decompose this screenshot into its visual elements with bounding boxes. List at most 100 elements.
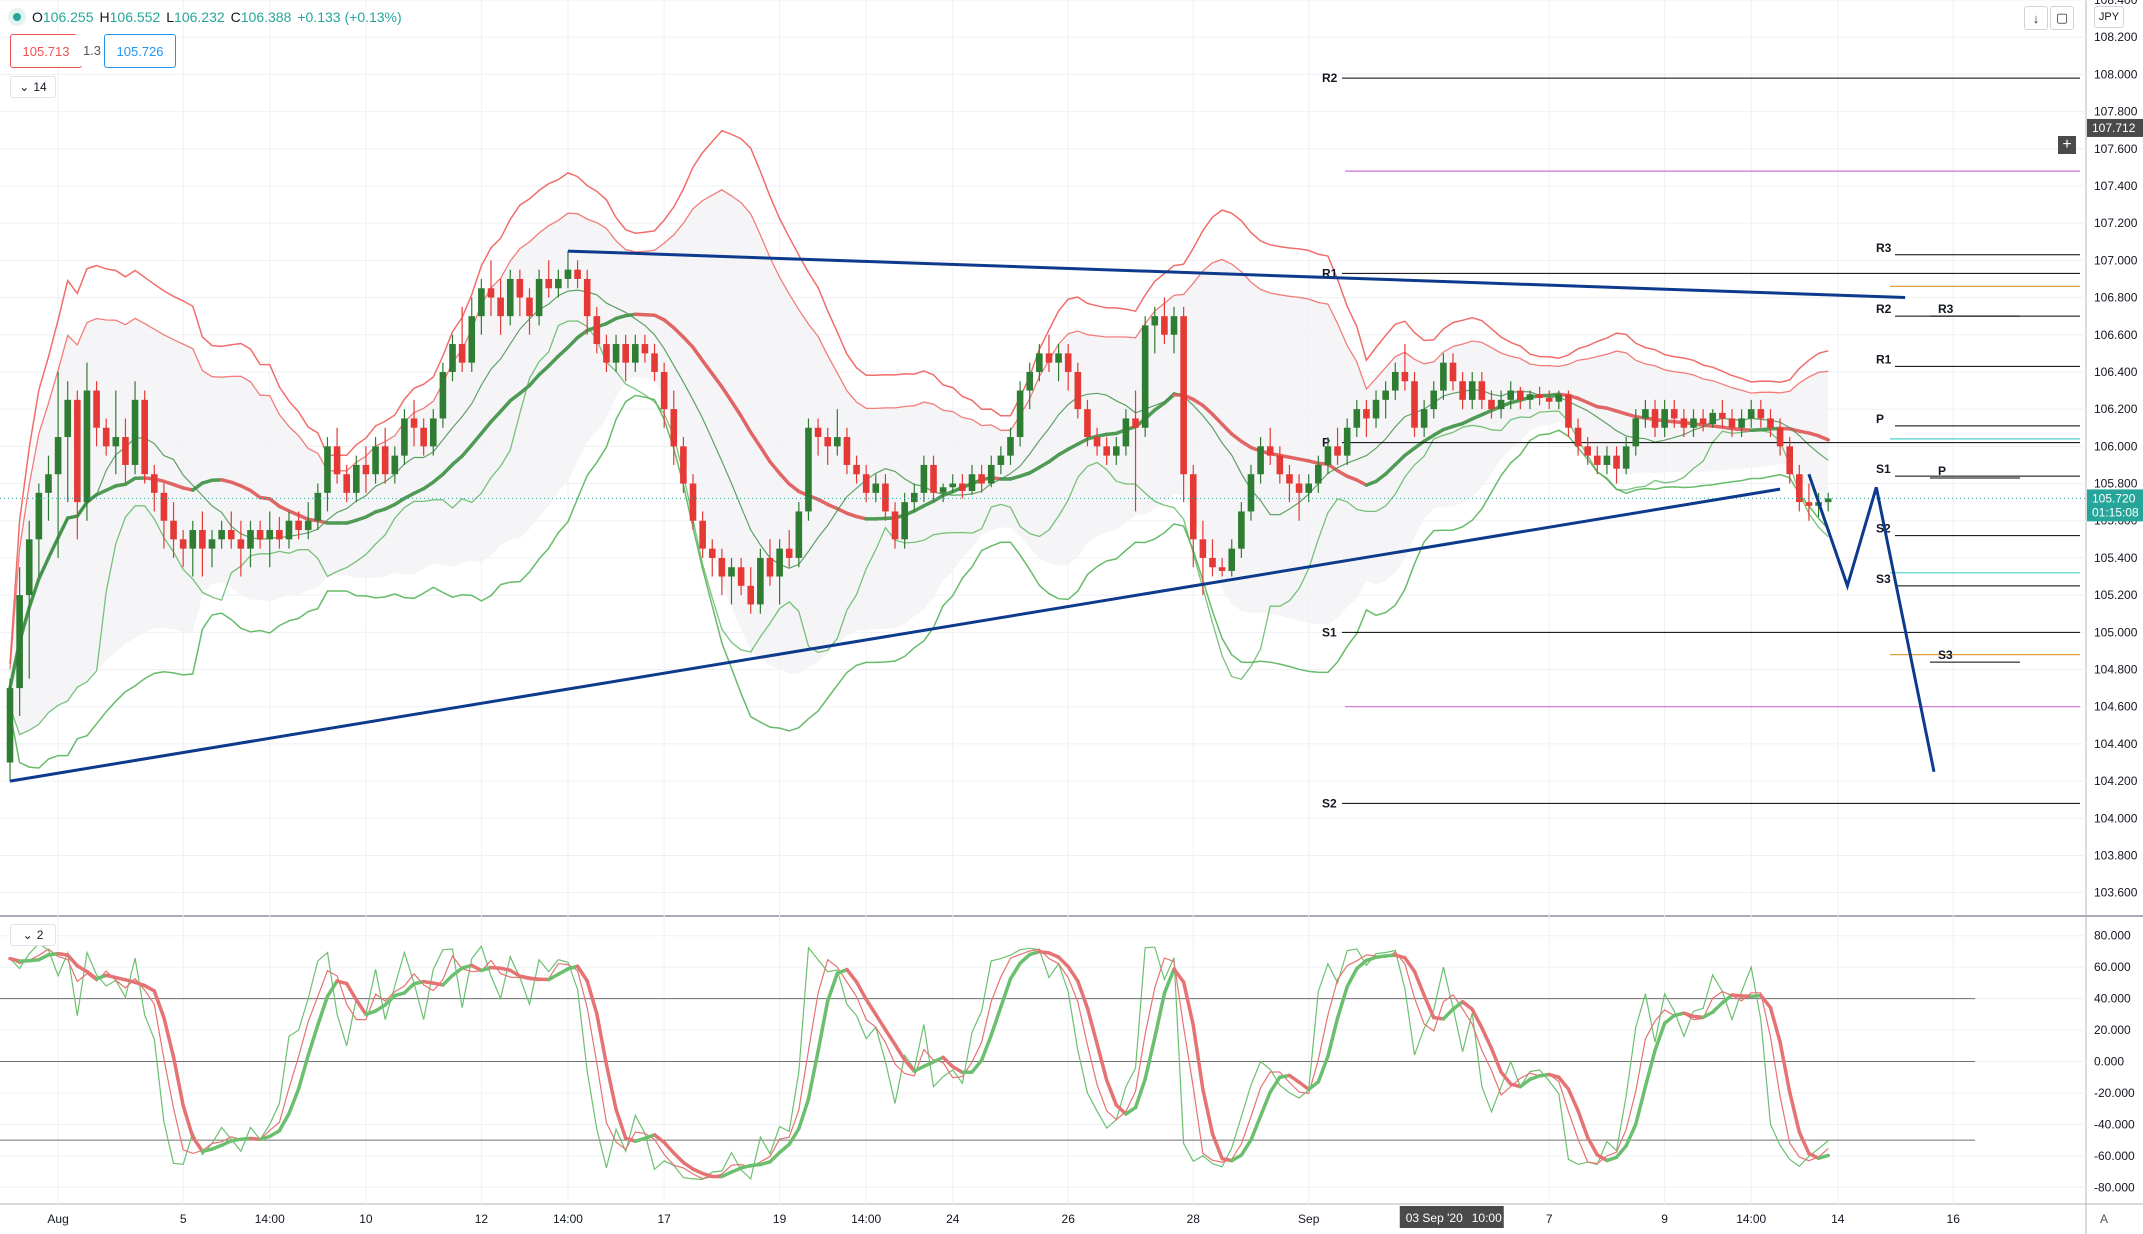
- candle-body: [1670, 409, 1678, 419]
- price-tick-label: 104.000: [2094, 811, 2138, 825]
- pivot-label: S1: [1876, 462, 1891, 476]
- oscillator-smooth: [1249, 1114, 1263, 1142]
- add-level-icon[interactable]: +: [2058, 136, 2076, 154]
- band-basis: [662, 318, 676, 330]
- oscillator-smooth: [1229, 1153, 1244, 1163]
- candle-body: [497, 297, 504, 317]
- candle-body: [324, 446, 331, 493]
- oscillator-smooth: [691, 1167, 705, 1176]
- candle: [882, 474, 889, 521]
- candle: [939, 483, 947, 503]
- candle-body: [276, 530, 283, 540]
- candle-body: [862, 474, 870, 493]
- currency-label[interactable]: JPY: [2094, 6, 2124, 28]
- oscillator-smooth: [1172, 967, 1186, 984]
- oscillator-smooth: [883, 1027, 897, 1047]
- sell-price-button[interactable]: 105.713: [10, 34, 82, 68]
- candle-body: [381, 446, 389, 475]
- crosshair-time-label: [1399, 1206, 1504, 1228]
- candle-body: [1113, 446, 1120, 456]
- candle-body: [1122, 418, 1130, 447]
- candle-body: [35, 492, 43, 540]
- oscillator-pane-collapse-button[interactable]: ⌄ 2: [10, 924, 56, 946]
- oscillator-smooth: [1133, 1077, 1147, 1110]
- price-tick-label: 105.000: [2094, 625, 2138, 639]
- candle: [862, 464, 870, 503]
- candle: [1565, 390, 1572, 438]
- candle: [1622, 437, 1630, 475]
- price-marker: [2087, 489, 2143, 508]
- candle: [1420, 399, 1428, 438]
- bollinger-bands: [8, 129, 1830, 769]
- buy-price-button[interactable]: 105.726: [104, 34, 176, 68]
- band-basis: [566, 335, 580, 350]
- candle: [1372, 390, 1380, 428]
- candle-body: [516, 278, 524, 298]
- auto-scale-icon[interactable]: A: [2100, 1212, 2109, 1226]
- candle: [506, 269, 514, 326]
- candle-body: [660, 371, 668, 410]
- symbol-status-icon[interactable]: [8, 8, 26, 26]
- band-basis: [267, 497, 282, 509]
- main-pane-collapse-button[interactable]: ⌄ 14: [10, 76, 56, 98]
- candle: [545, 260, 553, 298]
- candle-body: [410, 418, 418, 428]
- candle-body: [1420, 409, 1428, 428]
- oscillator-smooth: [373, 1003, 387, 1013]
- candle: [1122, 409, 1130, 456]
- price-marker: [2087, 118, 2143, 137]
- price-marker-label: 107.712: [2092, 121, 2136, 135]
- arrow-down-icon[interactable]: ↓: [2024, 6, 2048, 30]
- candle-body: [1555, 394, 1563, 402]
- oscillator-smooth: [383, 993, 397, 1007]
- candle: [1132, 390, 1139, 512]
- band-basis: [1355, 478, 1369, 487]
- band-basis: [1210, 412, 1224, 426]
- candle-body: [622, 344, 629, 363]
- oscillator-tick-label: 60.000: [2094, 960, 2131, 974]
- candle-body: [814, 427, 822, 438]
- candle: [978, 464, 985, 493]
- price-tick-label: 107.400: [2094, 179, 2138, 193]
- candle-body: [1824, 498, 1832, 503]
- candle: [757, 548, 764, 614]
- candle-body: [1228, 548, 1236, 571]
- candle: [1613, 446, 1620, 484]
- maximize-icon[interactable]: ▢: [2050, 6, 2074, 30]
- band-basis: [681, 335, 695, 350]
- candle: [1411, 371, 1418, 438]
- candle-body: [728, 567, 735, 577]
- ohlc-close: C106.388: [230, 9, 292, 25]
- candle-body: [1247, 474, 1255, 512]
- candle-body: [1613, 455, 1620, 469]
- candle-body: [1497, 399, 1505, 410]
- candle: [458, 306, 466, 372]
- oscillator: [0, 942, 1975, 1181]
- price-tick-label: 107.200: [2094, 216, 2138, 230]
- candle: [824, 427, 831, 465]
- candle: [670, 390, 678, 465]
- ohlc-open: O106.255: [32, 9, 94, 25]
- band-basis: [277, 504, 291, 513]
- candle: [449, 334, 456, 382]
- band-basis: [1191, 397, 1205, 408]
- candle-body: [1747, 409, 1755, 419]
- candle: [968, 464, 976, 495]
- time-tick-label: 14:00: [1736, 1212, 1766, 1226]
- oscillator-smooth: [1480, 1026, 1494, 1051]
- candle-body: [766, 557, 774, 577]
- candle-body: [1209, 557, 1216, 568]
- candle-body: [93, 390, 100, 428]
- candle: [853, 455, 860, 484]
- band-basis: [402, 491, 416, 501]
- candle-body: [785, 548, 793, 558]
- candle-body: [853, 464, 860, 475]
- candle-body: [930, 464, 937, 493]
- oscillator-tick-label: 40.000: [2094, 992, 2131, 1006]
- oscillator-tick-label: 80.000: [2094, 929, 2131, 943]
- candle-body: [468, 316, 476, 363]
- oscillator-smooth: [296, 1053, 310, 1091]
- candle: [1440, 353, 1447, 400]
- candle: [603, 334, 610, 372]
